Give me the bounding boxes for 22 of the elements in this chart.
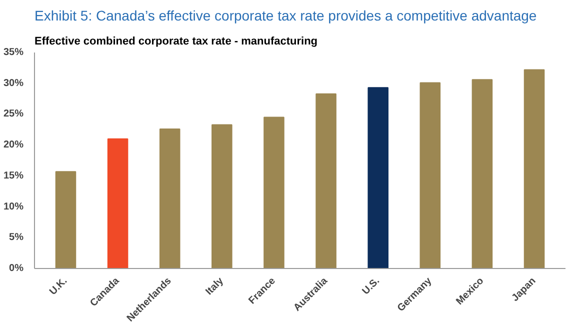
bar — [524, 69, 545, 268]
y-tick-label: 5% — [9, 232, 24, 244]
bar — [368, 87, 388, 268]
bar — [212, 124, 232, 268]
y-tick-label: 10% — [3, 201, 24, 212]
y-tick-label: 15% — [3, 170, 24, 182]
y-tick-label: 20% — [3, 140, 24, 151]
y-tick-label: 25% — [3, 108, 24, 120]
bar — [159, 128, 180, 268]
bar — [472, 79, 493, 268]
y-tick-label: 35% — [3, 47, 24, 58]
x-tick-label: U.S. — [360, 275, 382, 298]
bar — [55, 171, 76, 268]
y-tick-label: 0% — [9, 263, 24, 274]
bar — [316, 93, 336, 268]
chart-title: Exhibit 5: Canada’s effective corporate tax rate provides a competitive advantage — [34, 8, 537, 24]
chart-subtitle: Effective combined corporate tax rate - manufacturing — [34, 36, 318, 48]
y-tick-label: 30% — [3, 78, 24, 89]
bar — [420, 82, 441, 268]
bar — [107, 138, 128, 268]
x-tick-label: U.K. — [48, 275, 70, 298]
bar — [264, 116, 284, 268]
